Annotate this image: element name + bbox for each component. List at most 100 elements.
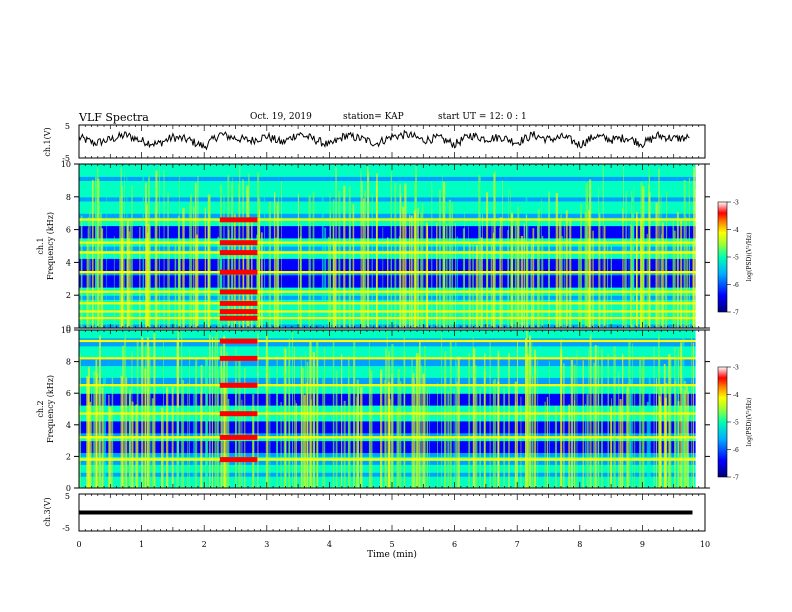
ch2-sferic-streak (546, 397, 548, 488)
ch2-sferic-streak (653, 346, 655, 488)
ch1-sferic-streak (106, 181, 107, 328)
ch1-frequency-ylabel: Frequency (kHz) (46, 212, 55, 280)
ch1-spectrogram-image (79, 164, 705, 329)
ch1-sferic-streak (493, 173, 496, 328)
ch1-sferic-streak (147, 223, 150, 328)
ch2-sferic-streak (585, 404, 586, 488)
ch2-sferic-streak (280, 402, 282, 488)
ch2-sferic-streak (484, 353, 486, 488)
ch2-sferic-streak (622, 353, 624, 488)
time-axis-label: Time (min) (367, 549, 417, 560)
ch2-sferic-streak (655, 378, 657, 488)
ch1-tone-line (79, 271, 705, 274)
ch2-sferic-streak (681, 390, 683, 488)
ch1-sferic-streak (640, 219, 643, 328)
ch2-sferic-streak (108, 394, 110, 488)
ch2-burst-band (219, 411, 258, 417)
ch2-sferic-streak (276, 355, 278, 488)
ch1-sferic-streak (268, 201, 271, 328)
time-tick-label: 8 (577, 540, 582, 549)
ch1-sferic-streak (530, 240, 531, 328)
ch2-sferic-streak (226, 351, 228, 488)
ch1-sferic-streak (335, 167, 337, 328)
ch1-sferic-streak (196, 234, 198, 328)
ch2-sferic-streak (391, 373, 393, 488)
ch2-sferic-streak (151, 398, 154, 488)
ch2-sferic-streak (659, 396, 661, 488)
ch1-sferic-streak (167, 192, 169, 328)
ch1-nodata (695, 164, 705, 328)
ch2-sferic-streak (285, 405, 287, 488)
ch1-sferic-streak (362, 243, 365, 328)
ch2-burst-band (219, 434, 258, 440)
ch2-sferic-streak (421, 365, 422, 488)
ch1-sferic-streak (531, 239, 533, 328)
ch2-ytick-label: 8 (66, 358, 71, 367)
ch1-sferic-streak (537, 209, 540, 328)
ch2-sferic-streak (534, 349, 537, 488)
ch2-sferic-streak (492, 380, 495, 488)
ch2-sferic-streak (187, 383, 189, 488)
ch1-sferic-streak (120, 167, 122, 328)
ch1-sferic-streak (511, 212, 513, 328)
ch2-sferic-streak (403, 351, 406, 488)
ch2-sferic-streak (520, 396, 522, 488)
ch2-sferic-streak (399, 381, 402, 488)
ch1-sferic-streak (646, 233, 648, 328)
ch1-sferic-streak (360, 170, 362, 328)
ch1-sferic-streak (541, 236, 544, 328)
ch1-sferic-streak (446, 223, 448, 328)
ch1-sferic-streak (448, 199, 452, 328)
ch2-sferic-streak (629, 379, 632, 488)
ch2-sferic-streak (646, 402, 649, 488)
ch2-sferic-streak (323, 348, 326, 488)
ch1-sferic-streak (86, 241, 88, 328)
ch1-sferic-streak (417, 208, 419, 328)
ch1-sferic-streak (673, 230, 676, 328)
ch1-sferic-streak (520, 236, 524, 328)
ch2-cb-tick-label: -7 (733, 475, 739, 482)
ch2-sferic-streak (532, 376, 534, 488)
ch1-sferic-streak (563, 223, 565, 328)
ch2-sferic-streak (176, 408, 179, 488)
ch1-tone-line (79, 302, 705, 305)
ch1-sferic-streak (394, 183, 397, 328)
ch1-sferic-streak (113, 236, 115, 328)
ch1-sferic-streak (126, 220, 129, 328)
ch2-sferic-streak (265, 334, 268, 488)
ch2-sferic-streak (148, 347, 151, 488)
ch2-sferic-streak (669, 359, 672, 488)
ch1-sferic-streak (174, 244, 177, 328)
time-tick-label: 7 (515, 540, 520, 549)
ch1-cb-tick-label: -4 (733, 227, 739, 234)
ch1-sferic-streak (333, 241, 336, 328)
ch2-sferic-streak (414, 379, 415, 488)
ch1-sferic-streak (119, 196, 122, 328)
ch1-sferic-streak (163, 169, 165, 328)
ch1-sferic-streak (592, 230, 594, 328)
time-tick-label: 5 (389, 540, 394, 549)
ch1-sferic-streak (343, 185, 346, 328)
ch2-sferic-streak (292, 331, 294, 488)
ch1-sferic-streak (480, 237, 483, 328)
ch2-tone-line (79, 436, 705, 439)
ch2-sferic-streak (384, 380, 386, 488)
ch2-sferic-streak (574, 400, 575, 488)
ch2-frequency-ylabel: Frequency (kHz) (46, 375, 55, 443)
ch1-sferic-streak (610, 245, 612, 328)
ch1-cb-tick-label: -7 (733, 310, 739, 317)
ch2-sferic-streak (102, 369, 106, 488)
ch1-sferic-streak (275, 237, 278, 328)
ch2-sferic-streak (663, 364, 666, 488)
ch2-sferic-streak (476, 391, 478, 488)
ch2-sferic-streak (341, 354, 343, 488)
ch2-nodata (695, 330, 705, 488)
ch2-sferic-streak (252, 394, 255, 488)
station-label: station= KAP (343, 112, 404, 122)
ch1-sferic-streak (278, 196, 279, 328)
ch1-sferic-streak (95, 200, 98, 328)
ch2-sferic-streak (607, 353, 609, 488)
ch2-sferic-streak (601, 349, 603, 488)
ch1-sferic-streak (189, 202, 190, 328)
